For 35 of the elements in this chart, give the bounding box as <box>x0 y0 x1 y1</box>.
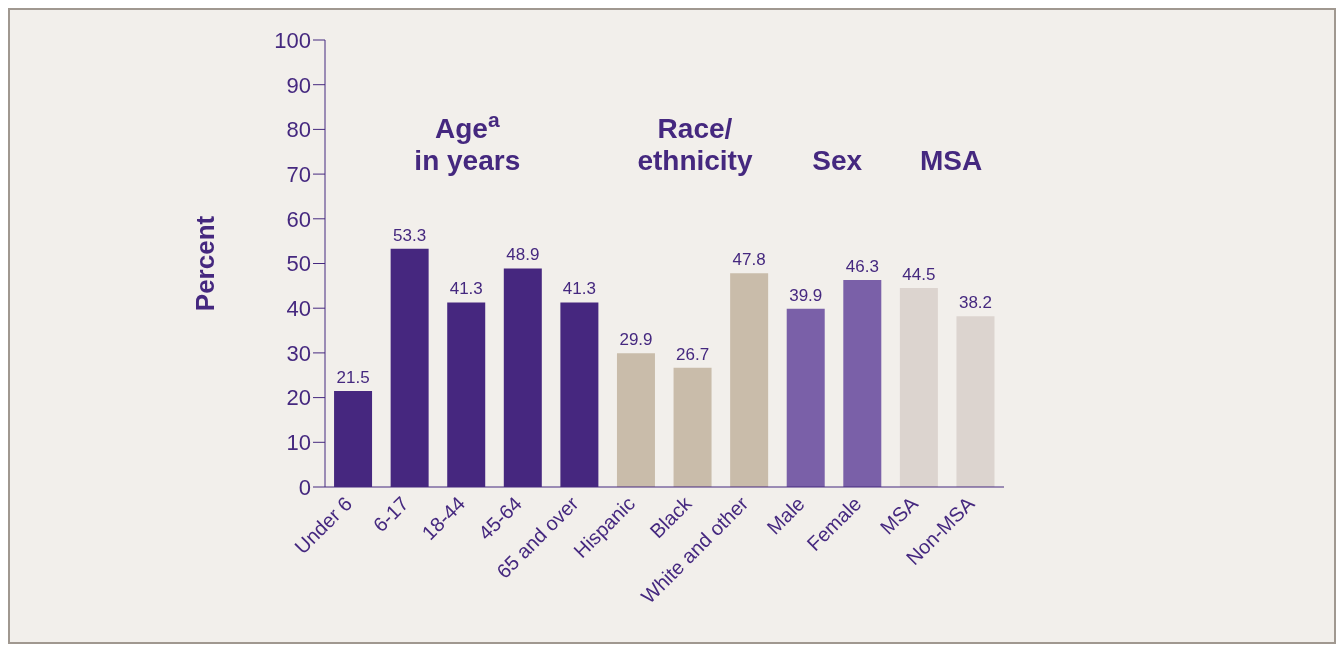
data-label: 39.9 <box>789 285 823 305</box>
data-label: 38.2 <box>958 293 993 313</box>
data-label: 26.7 <box>676 344 710 364</box>
y-tick-label: 30 <box>286 340 311 366</box>
data-label: 53.3 <box>393 225 427 245</box>
bar <box>899 288 938 487</box>
y-tick-label: 10 <box>286 430 311 456</box>
bar <box>673 367 712 487</box>
data-label: 21.5 <box>336 367 370 387</box>
y-tick-label: 90 <box>286 72 311 98</box>
annotation: Sex <box>812 145 863 177</box>
data-label: 46.3 <box>845 257 879 277</box>
y-tick-label: 20 <box>286 385 311 411</box>
y-tick-label: 0 <box>298 474 311 500</box>
bar <box>616 353 655 487</box>
data-label: 48.9 <box>506 245 540 265</box>
y-tick-label: 40 <box>286 296 311 322</box>
data-label: 29.9 <box>619 330 653 350</box>
annotation: Race/ ethnicity <box>637 113 753 177</box>
data-label: 44.5 <box>902 265 936 285</box>
y-tick-label: 80 <box>286 117 311 143</box>
y-axis-title: Percent <box>190 215 221 312</box>
y-tick-label: 60 <box>286 206 311 232</box>
data-label: 47.8 <box>732 250 766 270</box>
bar <box>730 273 769 487</box>
bar <box>956 316 995 487</box>
annotation: MSA <box>919 145 983 177</box>
bar <box>843 280 882 487</box>
y-tick-label: 100 <box>274 27 311 53</box>
y-tick-label: 70 <box>286 161 311 187</box>
bar <box>786 308 825 487</box>
data-label: 41.3 <box>449 279 483 299</box>
y-tick-label: 50 <box>286 251 311 277</box>
annotation: Age$^{a}$ in years <box>414 107 521 177</box>
data-label: 41.3 <box>562 279 596 299</box>
